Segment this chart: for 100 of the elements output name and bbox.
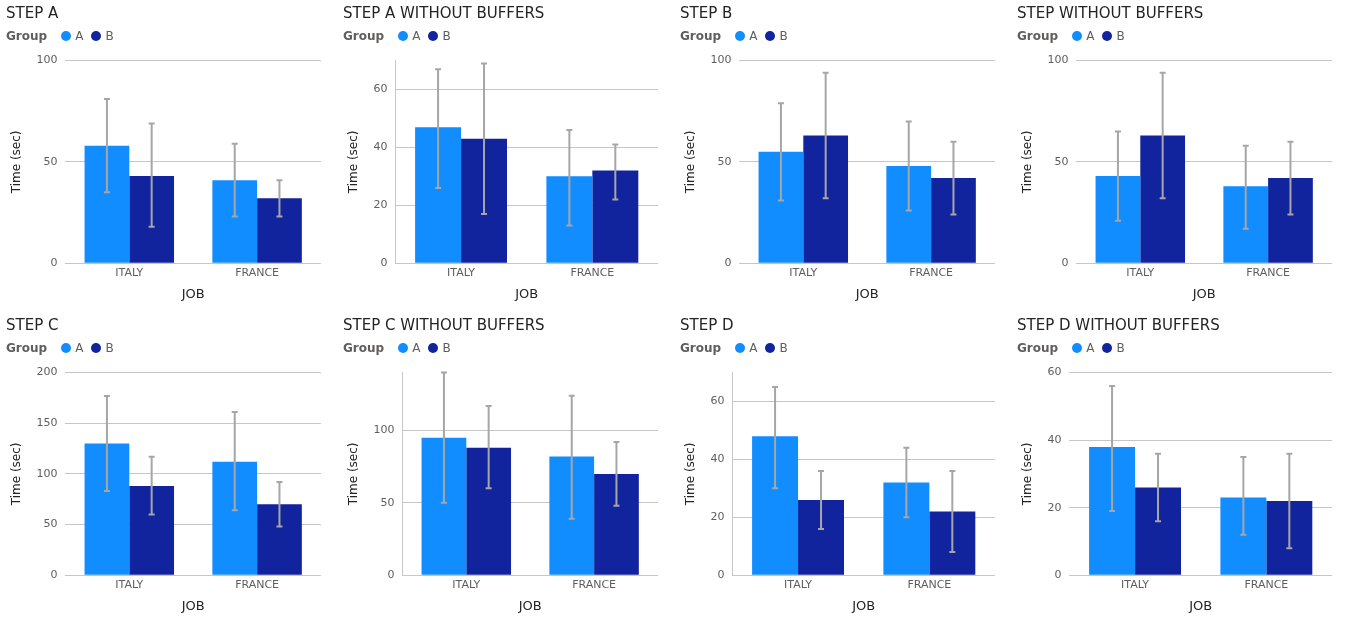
legend-label: A: [412, 341, 421, 355]
bar: [421, 437, 467, 575]
bar: [549, 456, 595, 575]
bar: [1220, 497, 1267, 575]
bar: [886, 165, 932, 263]
chart-title: STEP C WITHOUT BUFFERS: [343, 316, 546, 336]
bar: [1089, 446, 1136, 575]
bar: [1095, 176, 1141, 263]
y-tick-label: 60: [373, 82, 388, 96]
chart-title: STEP D WITHOUT BUFFERS: [1017, 316, 1221, 336]
x-tick-label: ITALY: [452, 577, 481, 591]
bar: [1268, 178, 1313, 263]
bar: [1223, 186, 1269, 263]
y-tick-label: 200: [36, 365, 58, 379]
y-tick-label: 100: [373, 423, 395, 437]
bar: [798, 499, 844, 575]
x-tick-label: ITALY: [784, 577, 813, 591]
y-tick-label: 60: [1047, 365, 1062, 379]
y-tick-label: 0: [717, 568, 725, 582]
x-axis-title: JOB: [514, 285, 539, 301]
y-axis-title: Time (sec): [1020, 130, 1035, 195]
y-tick-label: 100: [710, 53, 732, 67]
bar: [931, 178, 976, 263]
x-tick-label: FRANCE: [1246, 265, 1291, 279]
bar: [129, 176, 175, 263]
legend-title: Group: [680, 341, 722, 355]
x-axis-title: JOB: [1191, 285, 1216, 301]
bar: [752, 436, 799, 575]
bar: [1140, 135, 1186, 263]
bar: [257, 504, 302, 575]
y-axis-title: Time (sec): [346, 442, 361, 507]
y-axis-title: Time (sec): [683, 442, 698, 507]
x-axis-title: JOB: [1188, 597, 1213, 613]
chart-title: STEP C: [6, 316, 60, 336]
y-axis-title: Time (sec): [9, 130, 24, 195]
chart-title: STEP B: [680, 4, 734, 24]
y-tick-label: 20: [1047, 500, 1062, 514]
chart-title: STEP WITHOUT BUFFERS: [1017, 4, 1205, 24]
y-tick-label: 20: [710, 510, 725, 524]
legend-label: A: [749, 341, 758, 355]
y-tick-label: 20: [373, 198, 388, 212]
y-axis-title: Time (sec): [1020, 442, 1035, 507]
y-tick-label: 0: [50, 568, 58, 582]
y-tick-label: 40: [710, 452, 725, 466]
legend-label: B: [1116, 341, 1125, 355]
bar: [883, 482, 930, 575]
y-tick-label: 50: [380, 495, 395, 509]
legend-title: Group: [680, 29, 722, 43]
bar: [129, 486, 175, 575]
legend-label: A: [749, 29, 758, 43]
legend-label: B: [442, 29, 451, 43]
bar: [1135, 487, 1181, 575]
y-tick-label: 100: [36, 466, 58, 480]
chart-title: STEP D: [680, 316, 735, 336]
bar: [257, 198, 302, 263]
legend-label: B: [779, 29, 788, 43]
x-axis-title: JOB: [851, 597, 876, 613]
bar: [466, 447, 512, 575]
bar: [84, 443, 130, 575]
x-tick-label: FRANCE: [909, 265, 954, 279]
y-tick-label: 50: [43, 154, 58, 168]
x-tick-label: FRANCE: [907, 577, 952, 591]
y-tick-label: 60: [710, 394, 725, 408]
bar: [212, 461, 258, 575]
y-axis-title: Time (sec): [9, 442, 24, 507]
y-tick-label: 0: [1054, 568, 1062, 582]
legend-title: Group: [6, 341, 48, 355]
legend-title: Group: [1017, 341, 1059, 355]
y-tick-label: 0: [724, 256, 732, 270]
y-tick-label: 40: [1047, 432, 1062, 446]
y-tick-label: 0: [380, 256, 388, 270]
legend-title: Group: [343, 29, 385, 43]
y-tick-label: 50: [1054, 154, 1069, 168]
legend-title: Group: [1017, 29, 1059, 43]
bar: [415, 127, 462, 263]
x-axis-title: JOB: [854, 285, 879, 301]
chart-title: STEP A: [6, 4, 60, 24]
bar: [461, 138, 507, 263]
x-tick-label: ITALY: [115, 265, 144, 279]
bar: [929, 511, 976, 575]
legend-label: A: [75, 341, 84, 355]
legend-label: B: [105, 29, 114, 43]
x-axis-title: JOB: [180, 597, 205, 613]
bar: [592, 170, 639, 263]
legend-label: B: [105, 341, 114, 355]
x-tick-label: FRANCE: [1244, 577, 1289, 591]
x-tick-label: ITALY: [447, 265, 476, 279]
y-tick-label: 50: [43, 517, 58, 531]
x-tick-label: FRANCE: [572, 577, 617, 591]
y-tick-label: 50: [717, 154, 732, 168]
y-tick-label: 150: [36, 416, 58, 430]
legend-title: Group: [6, 29, 48, 43]
legend-label: B: [779, 341, 788, 355]
bar: [1266, 500, 1313, 575]
x-axis-title: JOB: [517, 597, 542, 613]
y-axis-title: Time (sec): [683, 130, 698, 195]
legend-label: A: [1086, 341, 1095, 355]
chart-title: STEP A WITHOUT BUFFERS: [343, 4, 546, 24]
legend-label: A: [75, 29, 84, 43]
legend-title: Group: [343, 341, 385, 355]
